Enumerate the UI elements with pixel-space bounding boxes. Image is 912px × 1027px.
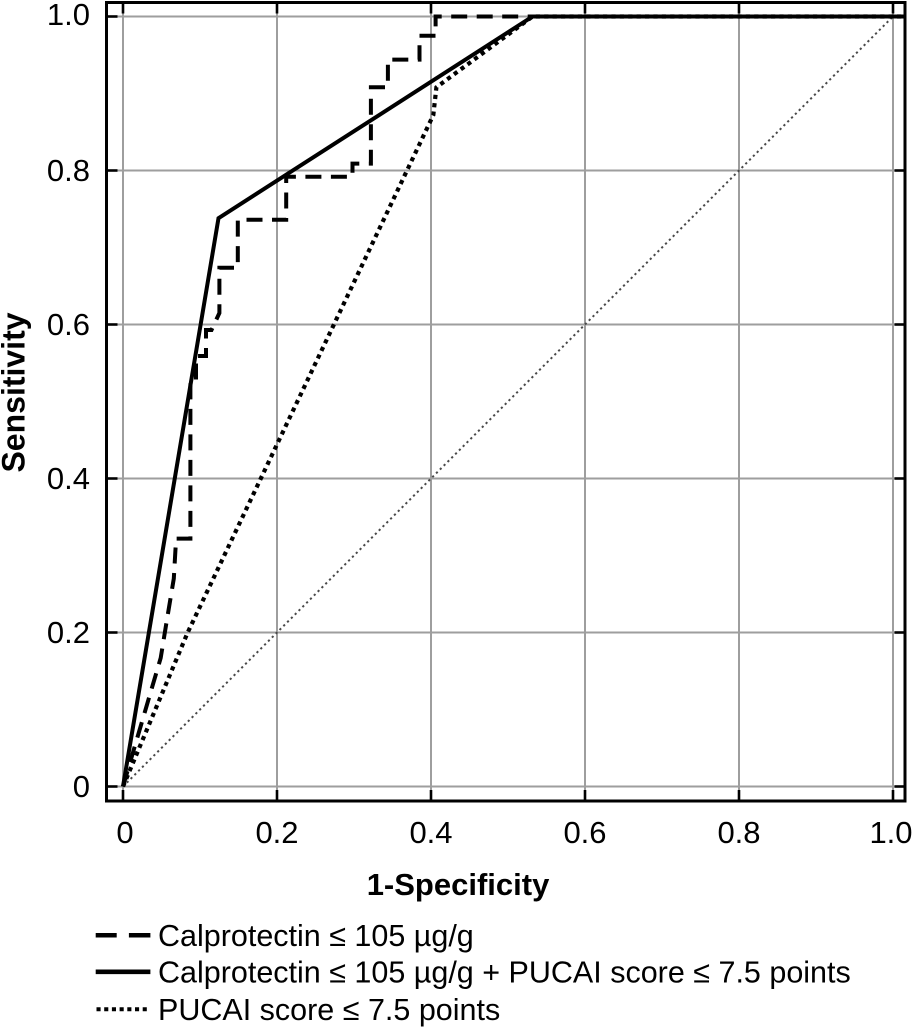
- svg-text:0.2: 0.2: [255, 815, 298, 850]
- svg-text:0.4: 0.4: [409, 815, 452, 850]
- svg-text:0.8: 0.8: [47, 153, 90, 188]
- svg-text:1.0: 1.0: [47, 0, 90, 32]
- svg-text:0.2: 0.2: [47, 615, 90, 650]
- svg-text:0: 0: [73, 769, 90, 804]
- svg-text:Sensitivity: Sensitivity: [0, 312, 32, 472]
- svg-text:0.4: 0.4: [47, 461, 90, 496]
- svg-text:Calprotectin ≤ 105 µg/g: Calprotectin ≤ 105 µg/g: [158, 919, 474, 953]
- svg-text:1.0: 1.0: [869, 815, 912, 850]
- svg-text:0.6: 0.6: [47, 307, 90, 342]
- svg-text:0.8: 0.8: [717, 815, 760, 850]
- svg-text:PUCAI score ≤ 7.5 points: PUCAI score ≤ 7.5 points: [158, 993, 500, 1027]
- svg-text:1-Specificity: 1-Specificity: [367, 867, 550, 902]
- svg-text:0.6: 0.6: [563, 815, 606, 850]
- svg-text:Calprotectin ≤ 105 µg/g + PUCA: Calprotectin ≤ 105 µg/g + PUCAI score ≤ …: [158, 956, 851, 990]
- svg-text:0: 0: [116, 815, 133, 850]
